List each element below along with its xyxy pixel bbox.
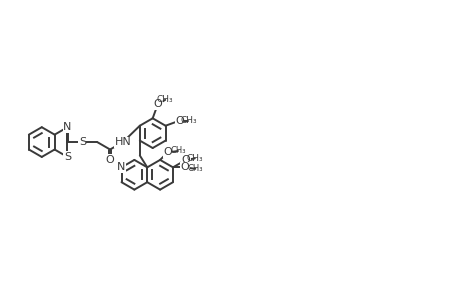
Text: O: O — [153, 99, 162, 109]
Text: CH₃: CH₃ — [157, 95, 173, 104]
Text: O: O — [181, 155, 190, 165]
Text: CH₃: CH₃ — [180, 116, 196, 125]
Text: CH₃: CH₃ — [187, 164, 202, 173]
Text: N: N — [63, 122, 72, 132]
Text: O: O — [106, 155, 114, 165]
Text: CH₃: CH₃ — [170, 146, 185, 155]
Text: O: O — [180, 162, 189, 172]
Text: HN: HN — [114, 137, 131, 147]
Text: S: S — [64, 152, 71, 162]
Text: CH₃: CH₃ — [186, 154, 202, 163]
Text: N: N — [117, 162, 125, 172]
Text: S: S — [78, 137, 86, 147]
Text: O: O — [175, 116, 184, 126]
Text: O: O — [163, 148, 172, 158]
